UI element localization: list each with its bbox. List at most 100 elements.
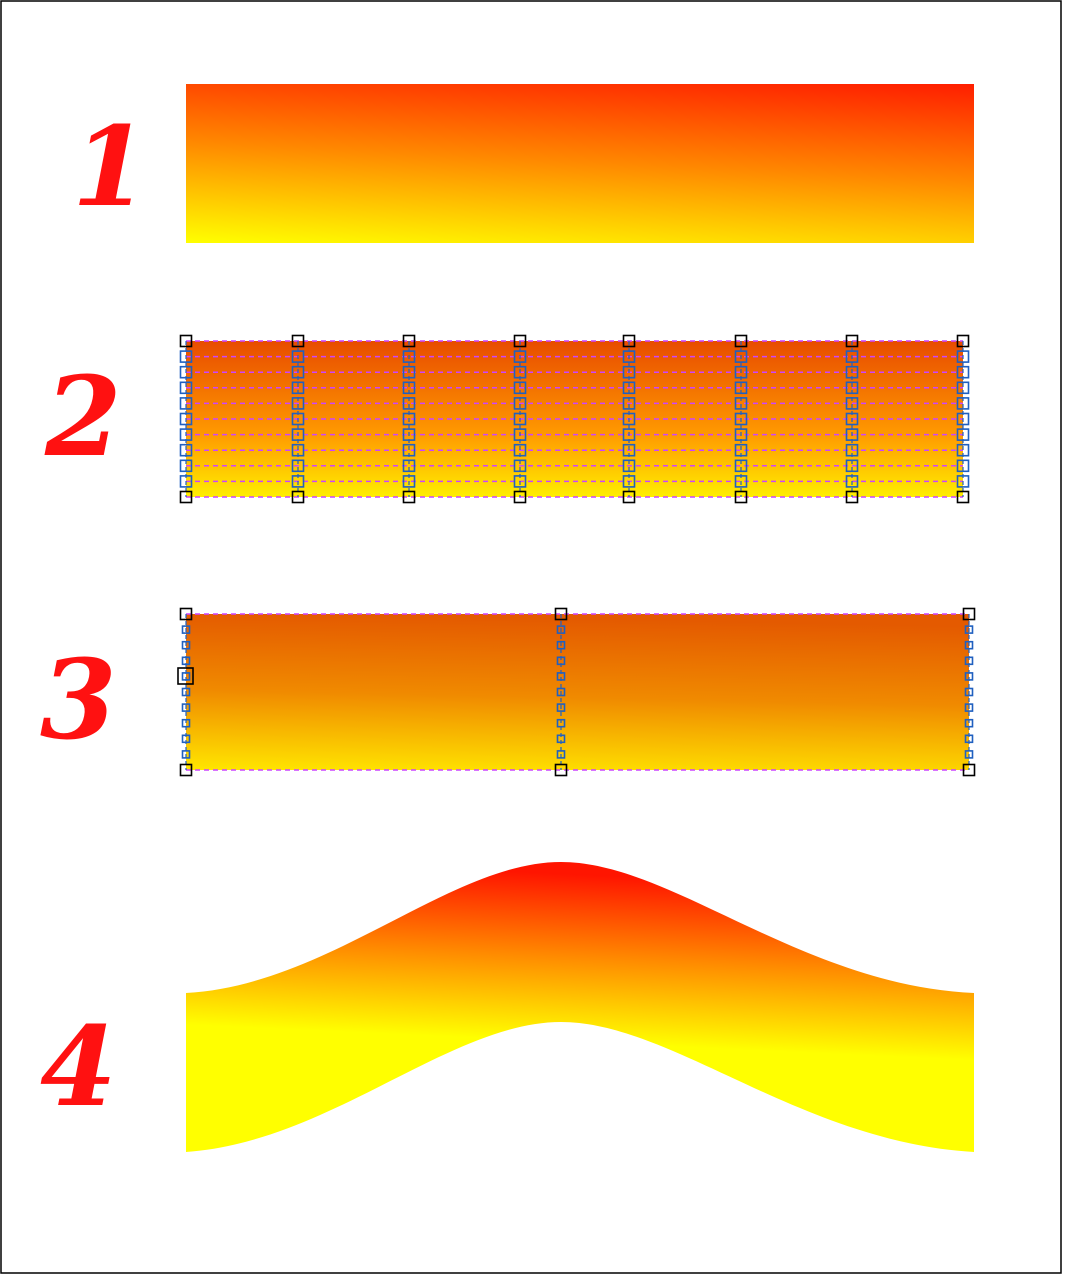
mesh-node-handle[interactable] [622, 490, 636, 504]
mesh-node-handle[interactable] [964, 750, 974, 759]
mesh-node-handle[interactable] [179, 490, 193, 504]
mesh-node-handle[interactable] [845, 428, 859, 441]
mesh-node-handle[interactable] [845, 350, 859, 363]
mesh-node-handle[interactable] [556, 703, 566, 712]
mesh-node-handle[interactable] [554, 763, 568, 777]
mesh-node-handle[interactable] [962, 763, 976, 777]
mesh-node-handle[interactable] [622, 443, 636, 457]
mesh-node-handle[interactable] [964, 656, 974, 666]
mesh-node-handle[interactable] [181, 703, 191, 712]
mesh-node-handle[interactable] [622, 428, 636, 441]
mesh-node-handle[interactable] [964, 687, 974, 697]
mesh-node-handle[interactable] [402, 459, 416, 473]
mesh-node-handle[interactable] [622, 365, 636, 379]
mesh-node-handle[interactable] [179, 365, 193, 379]
mesh-node-handle[interactable] [845, 459, 859, 473]
mesh-node-handle[interactable] [956, 381, 970, 395]
mesh-node-handle[interactable] [556, 640, 566, 650]
mesh-node-handle[interactable] [734, 475, 748, 488]
mesh-node-handle[interactable] [291, 412, 305, 426]
mesh-node-handle[interactable] [181, 656, 191, 666]
mesh-node-handle[interactable] [513, 459, 527, 473]
mesh-node-handle[interactable] [181, 672, 191, 681]
mesh-node-handle[interactable] [179, 443, 193, 457]
mesh-node-handle[interactable] [964, 718, 974, 728]
mesh-node-handle[interactable] [734, 365, 748, 379]
mesh-node-handle[interactable] [845, 365, 859, 379]
mesh-node-handle[interactable] [622, 350, 636, 363]
mesh-node-handle[interactable] [964, 640, 974, 650]
mesh-node-handle[interactable] [556, 750, 566, 759]
mesh-node-handle[interactable] [845, 412, 859, 426]
mesh-node-handle[interactable] [513, 350, 527, 363]
mesh-node-handle[interactable] [556, 687, 566, 697]
mesh-node-handle[interactable] [513, 397, 527, 410]
mesh-node-handle[interactable] [556, 656, 566, 666]
mesh-node-handle[interactable] [734, 350, 748, 363]
mesh-node-handle[interactable] [179, 397, 193, 410]
mesh-node-handle[interactable] [181, 718, 191, 728]
mesh-node-handle[interactable] [181, 687, 191, 697]
mesh-node-handle[interactable] [845, 397, 859, 410]
mesh-node-handle[interactable] [956, 443, 970, 457]
mesh-node-handle[interactable] [956, 334, 970, 348]
mesh-node-handle[interactable] [291, 365, 305, 379]
mesh-node-handle[interactable] [964, 672, 974, 681]
mesh-node-handle[interactable] [964, 703, 974, 712]
mesh-node-handle[interactable] [556, 718, 566, 728]
mesh-node-handle[interactable] [513, 381, 527, 395]
mesh-node-handle[interactable] [179, 607, 193, 621]
mesh-node-handle[interactable] [513, 428, 527, 441]
mesh-node-handle[interactable] [179, 381, 193, 395]
mesh-node-handle[interactable] [622, 397, 636, 410]
mesh-node-handle[interactable] [402, 381, 416, 395]
mesh-node-handle[interactable] [179, 350, 193, 363]
mesh-node-handle[interactable] [402, 350, 416, 363]
mesh-node-handle[interactable] [513, 443, 527, 457]
mesh-node-handle[interactable] [291, 397, 305, 410]
mesh-node-handle[interactable] [622, 459, 636, 473]
mesh-node-handle[interactable] [956, 412, 970, 426]
mesh-node-handle[interactable] [845, 490, 859, 504]
mesh-node-handle[interactable] [291, 490, 305, 504]
mesh-node-handle[interactable] [402, 412, 416, 426]
mesh-node-handle[interactable] [181, 625, 191, 634]
mesh-node-handle[interactable] [734, 397, 748, 410]
mesh-node-handle[interactable] [962, 607, 976, 621]
mesh-node-handle[interactable] [734, 459, 748, 473]
mesh-node-handle[interactable] [734, 412, 748, 426]
mesh-node-handle[interactable] [179, 459, 193, 473]
mesh-node-handle[interactable] [291, 459, 305, 473]
mesh-node-handle[interactable] [956, 459, 970, 473]
mesh-node-handle[interactable] [402, 475, 416, 488]
mesh-node-handle[interactable] [622, 475, 636, 488]
mesh-node-handle[interactable] [513, 475, 527, 488]
mesh-node-handle[interactable] [513, 365, 527, 379]
mesh-node-handle[interactable] [291, 443, 305, 457]
mesh-node-handle[interactable] [179, 763, 193, 777]
mesh-node-handle[interactable] [845, 443, 859, 457]
mesh-node-handle[interactable] [556, 734, 566, 744]
mesh-node-handle[interactable] [956, 365, 970, 379]
mesh-node-handle[interactable] [513, 490, 527, 504]
mesh-node-handle[interactable] [513, 334, 527, 348]
mesh-node-handle[interactable] [845, 334, 859, 348]
mesh-node-handle[interactable] [179, 428, 193, 441]
mesh-node-handle[interactable] [964, 734, 974, 744]
mesh-node-handle[interactable] [554, 607, 568, 621]
mesh-node-handle[interactable] [181, 640, 191, 650]
mesh-node-handle[interactable] [179, 412, 193, 426]
mesh-node-handle[interactable] [179, 334, 193, 348]
mesh-node-handle[interactable] [964, 625, 974, 634]
mesh-node-handle[interactable] [734, 428, 748, 441]
mesh-node-handle[interactable] [402, 443, 416, 457]
mesh-node-handle[interactable] [734, 381, 748, 395]
mesh-node-handle[interactable] [845, 381, 859, 395]
mesh-node-handle[interactable] [513, 412, 527, 426]
mesh-node-handle[interactable] [181, 750, 191, 759]
mesh-node-handle[interactable] [956, 350, 970, 363]
mesh-node-handle[interactable] [402, 397, 416, 410]
mesh-node-handle[interactable] [734, 334, 748, 348]
mesh-node-handle[interactable] [956, 490, 970, 504]
mesh-node-handle[interactable] [622, 412, 636, 426]
